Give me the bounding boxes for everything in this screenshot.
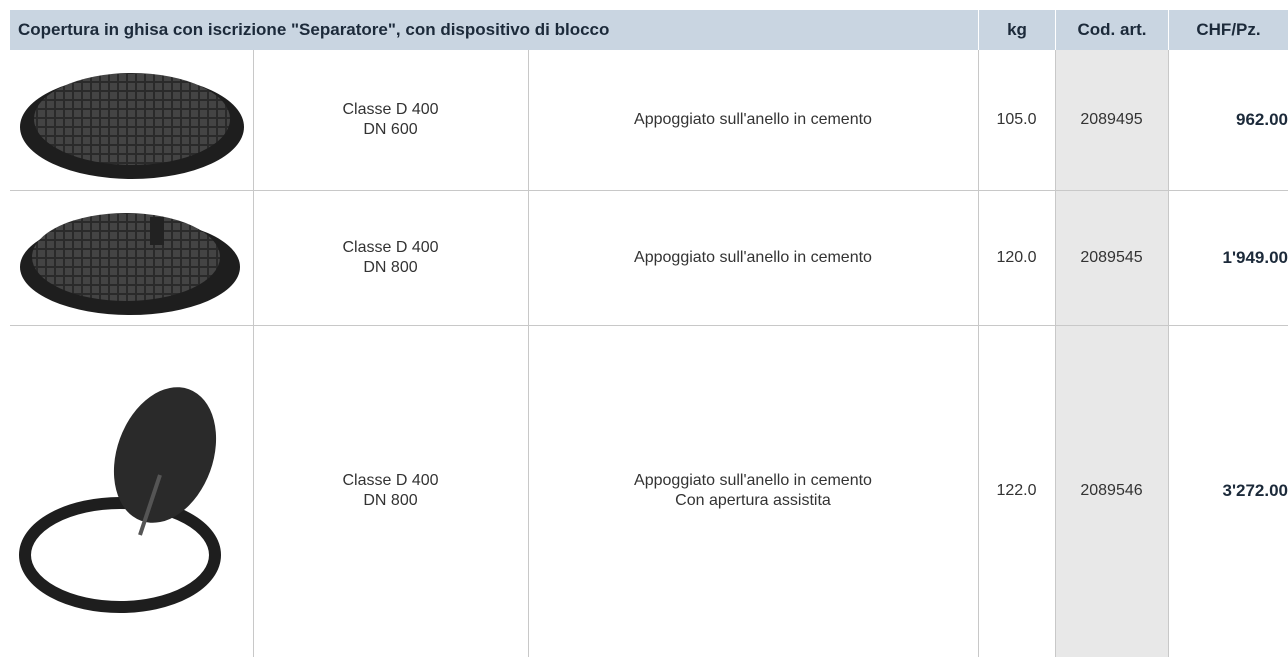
cell-text: 2089495 bbox=[1080, 111, 1143, 128]
cell-text: 3'272.00 bbox=[1222, 481, 1288, 500]
cell-text: Classe D 400 bbox=[342, 472, 439, 489]
cell-text: DN 800 bbox=[363, 492, 418, 509]
header-code: Cod. art. bbox=[1055, 10, 1168, 50]
cell-class: Classe D 400 DN 800 bbox=[253, 190, 528, 325]
cell-text: DN 800 bbox=[363, 258, 418, 276]
cell-text: 2089546 bbox=[1080, 482, 1143, 499]
divider bbox=[253, 50, 254, 657]
divider bbox=[1168, 50, 1169, 657]
divider bbox=[978, 50, 979, 657]
header-kg: kg bbox=[978, 10, 1055, 50]
cell-text: 2089545 bbox=[1080, 248, 1143, 266]
cell-text: DN 600 bbox=[363, 121, 418, 138]
header-title: Copertura in ghisa con iscrizione "Separ… bbox=[10, 10, 978, 50]
cell-price: 1'949.00 bbox=[1168, 190, 1288, 325]
product-image bbox=[20, 213, 240, 315]
cell-class: Classe D 400 DN 800 bbox=[253, 325, 528, 657]
cell-code: 2089495 bbox=[1055, 50, 1168, 190]
cell-class: Classe D 400 DN 600 bbox=[253, 50, 528, 190]
cell-description: Appoggiato sull'anello in cemento Con ape… bbox=[528, 325, 978, 657]
product-image bbox=[19, 387, 221, 613]
cell-text: Classe D 400 bbox=[342, 238, 439, 256]
cell-text: Classe D 400 bbox=[342, 101, 439, 118]
cell-text: Appoggiato sull'anello in cemento bbox=[634, 111, 872, 128]
cell-text: 105.0 bbox=[996, 111, 1037, 128]
cell-text: 1'949.00 bbox=[1222, 247, 1288, 267]
row-divider bbox=[10, 325, 1288, 326]
cell-text: 120.0 bbox=[996, 248, 1037, 266]
cell-kg: 122.0 bbox=[978, 325, 1055, 657]
cell-text: 962.00 bbox=[1236, 110, 1288, 129]
cell-code: 2089545 bbox=[1055, 190, 1168, 325]
cell-description: Appoggiato sull'anello in cemento bbox=[528, 190, 978, 325]
divider bbox=[1055, 50, 1056, 657]
cell-kg: 120.0 bbox=[978, 190, 1055, 325]
cell-text: Con apertura assistita bbox=[675, 492, 831, 509]
row-divider bbox=[10, 190, 1288, 191]
cell-text: Appoggiato sull'anello in cemento bbox=[634, 472, 872, 489]
code-column-bg bbox=[1056, 50, 1168, 657]
cell-price: 962.00 bbox=[1168, 50, 1288, 190]
cell-text: Appoggiato sull'anello in cemento bbox=[634, 248, 872, 266]
product-image bbox=[20, 73, 244, 179]
cell-description: Appoggiato sull'anello in cemento bbox=[528, 50, 978, 190]
cell-price: 3'272.00 bbox=[1168, 325, 1288, 657]
cell-kg: 105.0 bbox=[978, 50, 1055, 190]
cell-code: 2089546 bbox=[1055, 325, 1168, 657]
divider bbox=[528, 50, 529, 657]
header-price: CHF/Pz. bbox=[1168, 10, 1288, 50]
cell-text: 122.0 bbox=[996, 482, 1037, 499]
